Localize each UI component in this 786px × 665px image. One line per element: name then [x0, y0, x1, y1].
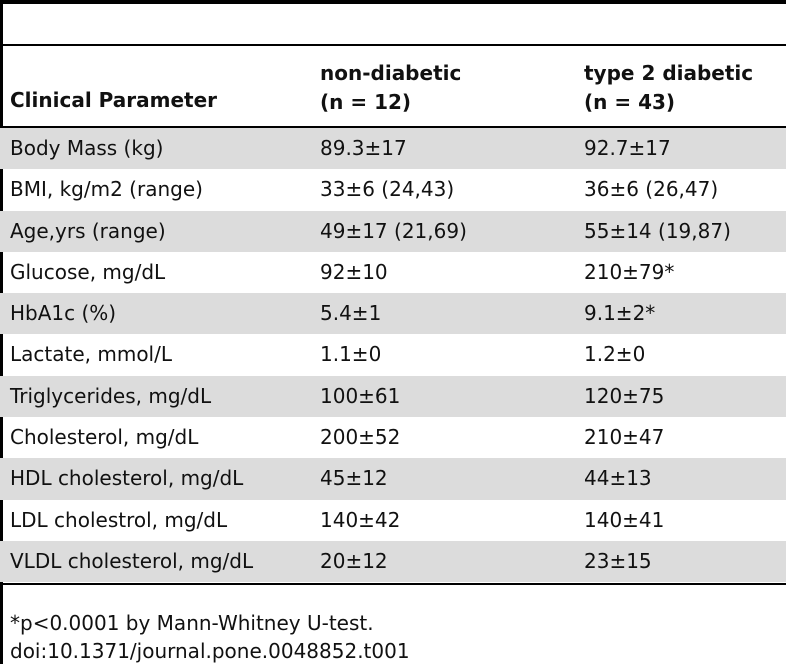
cell-type2-diabetic: 23±15	[584, 548, 652, 573]
table-row: LDL cholestrol, mg/dL 140±42 140±41	[0, 500, 786, 541]
table-header: Clinical Parameter non-diabetic (n = 12)…	[0, 46, 786, 126]
header-type2-diabetic: type 2 diabetic (n = 43)	[584, 59, 753, 117]
cell-type2-diabetic: 210±79*	[584, 259, 675, 284]
table-body: Body Mass (kg) 89.3±17 92.7±17 BMI, kg/m…	[0, 128, 786, 583]
cell-type2-diabetic: 92.7±17	[584, 136, 671, 160]
table-row: Body Mass (kg) 89.3±17 92.7±17	[0, 128, 786, 170]
cell-parameter: HbA1c (%)	[10, 301, 117, 326]
table-row: Cholesterol, mg/dL 200±52 210±47	[0, 417, 786, 458]
cell-type2-diabetic: 140±41	[584, 507, 665, 532]
table-row: VLDL cholesterol, mg/dL 20±12 23±15	[0, 540, 786, 583]
cell-parameter: LDL cholestrol, mg/dL	[10, 507, 228, 532]
cell-type2-diabetic: 1.2±0	[584, 342, 646, 367]
header-type2-diabetic-n: (n = 43)	[584, 90, 676, 114]
table-row: HDL cholesterol, mg/dL 45±12 44±13	[0, 458, 786, 500]
cell-non-diabetic: 140±42	[320, 507, 401, 532]
table-top-rule	[0, 0, 786, 4]
table-footnote: *p<0.0001 by Mann-Whitney U-test.	[10, 611, 374, 635]
header-non-diabetic-n: (n = 12)	[320, 90, 412, 114]
cell-non-diabetic: 1.1±0	[320, 342, 382, 367]
cell-non-diabetic: 20±12	[320, 548, 388, 573]
cell-type2-diabetic: 210±47	[584, 425, 665, 450]
cell-parameter: Body Mass (kg)	[10, 136, 164, 160]
cell-parameter: Cholesterol, mg/dL	[10, 425, 199, 450]
header-clinical-parameter: Clinical Parameter	[10, 88, 218, 112]
cell-type2-diabetic: 120±75	[584, 383, 665, 408]
cell-parameter: Glucose, mg/dL	[10, 259, 166, 284]
cell-parameter: VLDL cholesterol, mg/dL	[10, 548, 254, 573]
cell-non-diabetic: 200±52	[320, 425, 401, 450]
cell-non-diabetic: 49±17 (21,69)	[320, 218, 467, 243]
cell-parameter: Age,yrs (range)	[10, 218, 166, 243]
cell-type2-diabetic: 55±14 (19,87)	[584, 218, 731, 243]
cell-type2-diabetic: 36±6 (26,47)	[584, 177, 719, 202]
cell-non-diabetic: 45±12	[320, 466, 388, 491]
cell-non-diabetic: 89.3±17	[320, 136, 407, 160]
cell-parameter: Triglycerides, mg/dL	[10, 383, 212, 408]
cell-non-diabetic: 33±6 (24,43)	[320, 177, 455, 202]
header-non-diabetic: non-diabetic (n = 12)	[320, 59, 461, 117]
table-row: Lactate, mmol/L 1.1±0 1.2±0	[0, 334, 786, 375]
header-type2-diabetic-label: type 2 diabetic	[584, 61, 754, 85]
table-row: BMI, kg/m2 (range) 33±6 (24,43) 36±6 (26…	[0, 169, 786, 210]
table-row: HbA1c (%) 5.4±1 9.1±2*	[0, 293, 786, 335]
cell-parameter: HDL cholesterol, mg/dL	[10, 466, 244, 491]
cell-parameter: Lactate, mmol/L	[10, 342, 172, 367]
table-bottom-rule	[0, 583, 786, 585]
cell-non-diabetic: 92±10	[320, 259, 388, 284]
cell-parameter: BMI, kg/m2 (range)	[10, 177, 203, 202]
cell-non-diabetic: 100±61	[320, 383, 401, 408]
table-row: Glucose, mg/dL 92±10 210±79*	[0, 252, 786, 293]
table-row: Triglycerides, mg/dL 100±61 120±75	[0, 375, 786, 418]
table-row: Age,yrs (range) 49±17 (21,69) 55±14 (19,…	[0, 210, 786, 252]
table-title-rule	[0, 44, 786, 46]
table-header-rule	[0, 126, 786, 128]
table-doi: doi:10.1371/journal.pone.0048852.t001	[10, 639, 410, 663]
cell-type2-diabetic: 9.1±2*	[584, 301, 656, 326]
cell-non-diabetic: 5.4±1	[320, 301, 382, 326]
header-non-diabetic-label: non-diabetic	[320, 61, 462, 85]
cell-type2-diabetic: 44±13	[584, 466, 652, 491]
